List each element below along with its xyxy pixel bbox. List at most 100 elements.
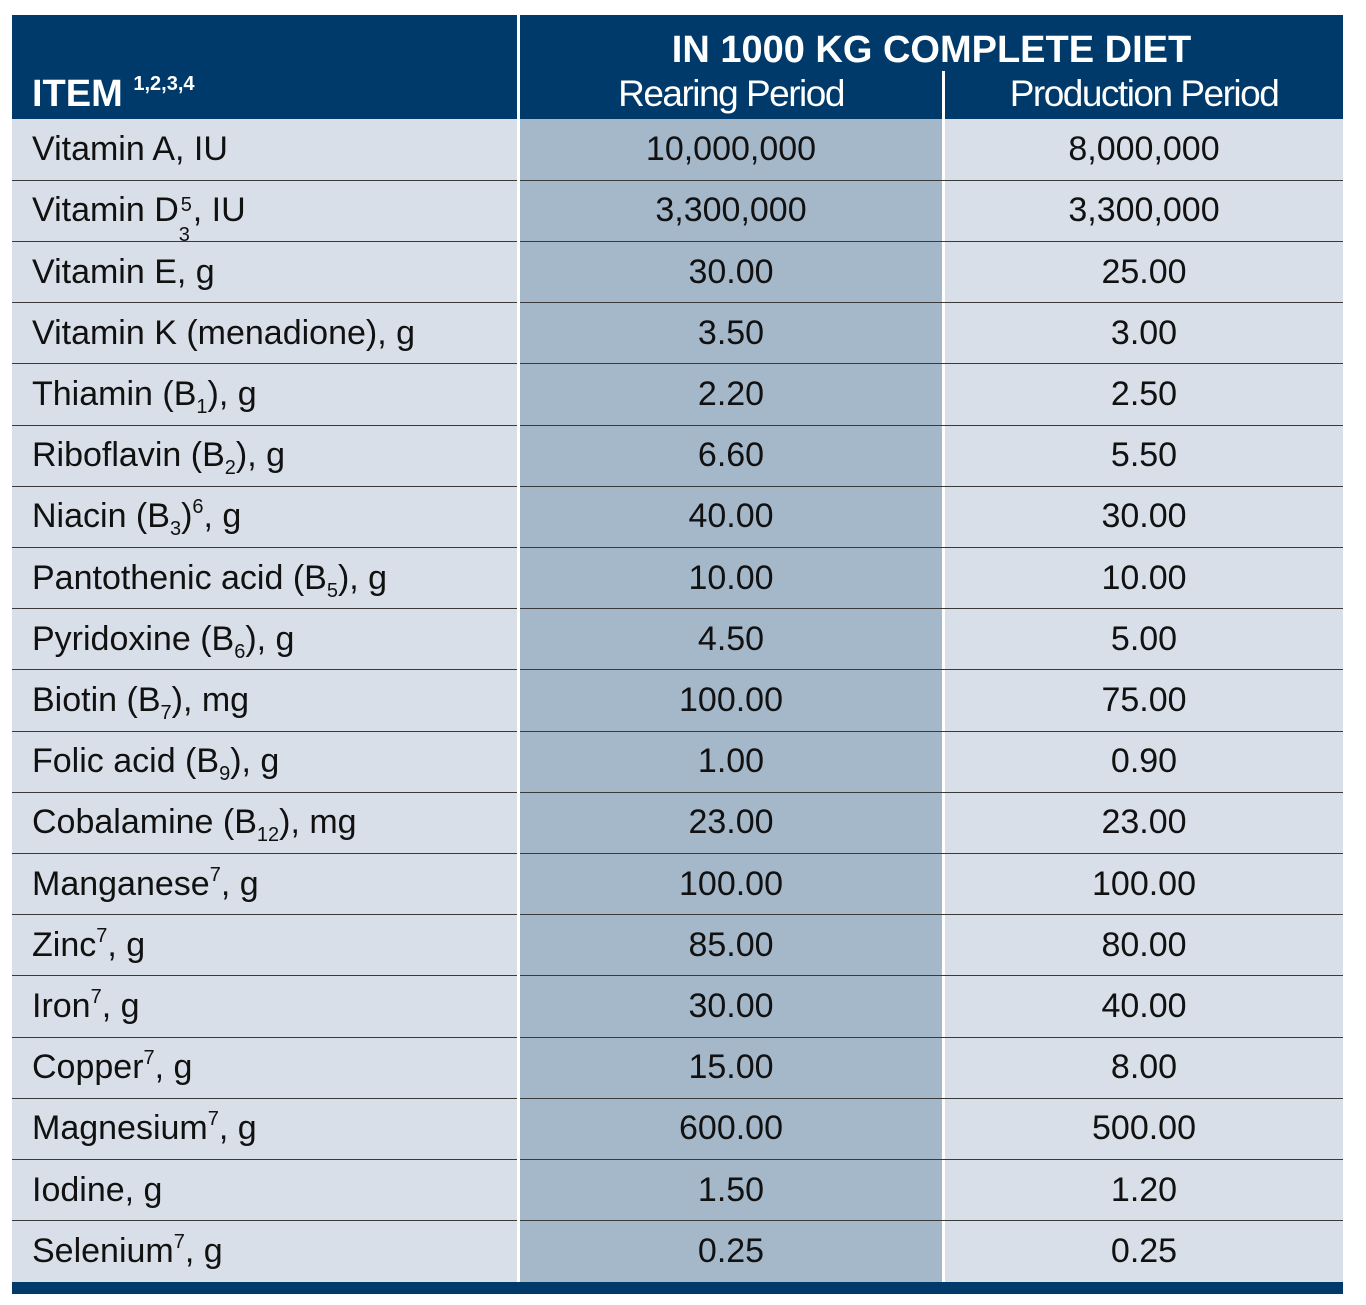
row-line <box>12 485 1343 487</box>
text: Biotin (B <box>32 680 161 719</box>
superscript: 6 <box>192 496 204 519</box>
value-cell: 8.00 <box>945 1037 1343 1099</box>
text: ) <box>181 497 193 536</box>
text: , g <box>203 497 242 536</box>
item-cell: Thiamin (B1), g <box>12 363 517 426</box>
row-line <box>12 302 1343 304</box>
column-header: Production Period <box>1009 73 1280 114</box>
value-cell: 500.00 <box>945 1098 1343 1160</box>
text: Riboflavin (B <box>32 436 225 475</box>
text: , g <box>101 987 140 1026</box>
item-cell: Vitamin A, IU <box>12 119 517 181</box>
item-label: Biotin (B7), mg <box>32 680 250 723</box>
text: , g <box>184 1231 223 1270</box>
superscript: 7 <box>173 1230 185 1253</box>
row-line <box>12 914 1343 916</box>
text: ), mg <box>171 680 250 719</box>
column-header: Rearing Period <box>618 73 845 114</box>
header-divider <box>942 71 945 119</box>
item-cell: Niacin (B3)6, g <box>12 486 517 548</box>
text: Folic acid (B <box>32 742 220 781</box>
text: Pyridoxine (B <box>32 619 235 658</box>
item-cell: Cobalamine (B12), mg <box>12 792 517 854</box>
value-cell: 8,000,000 <box>945 119 1343 181</box>
row-line <box>12 791 1343 793</box>
text: , g <box>218 1109 257 1148</box>
value-cell: 80.00 <box>945 914 1343 976</box>
item-label: Vitamin E, g <box>32 253 215 292</box>
item-label: Cobalamine (B12), mg <box>32 803 357 845</box>
text: ), mg <box>279 803 357 842</box>
text: Iron <box>32 987 91 1026</box>
item-label: Copper7, g <box>32 1048 192 1087</box>
value-cell: 85.00 <box>520 914 942 976</box>
item-cell: Selenium7, g <box>12 1220 517 1282</box>
item-label: Vitamin K (menadione), g <box>32 314 415 353</box>
text: ), g <box>337 558 388 597</box>
row-line <box>12 179 1343 181</box>
text: ), g <box>207 374 257 413</box>
value-cell: 3,300,000 <box>945 180 1343 242</box>
item-label: Zinc7, g <box>32 926 145 965</box>
table-header: ITEM 1,2,3,4 IN 1000 KG COMPLETE DIET Re… <box>12 15 1343 119</box>
row-line <box>12 730 1343 732</box>
text: ), g <box>230 742 280 781</box>
value-cell: 3,300,000 <box>520 180 942 242</box>
value-cell: 1.20 <box>945 1159 1343 1221</box>
text: Pantothenic acid (B <box>32 558 327 597</box>
item-label: Niacin (B3)6, g <box>32 496 242 539</box>
row-line <box>12 1097 1343 1099</box>
item-cell: Biotin (B7), mg <box>12 669 517 732</box>
item-label: Riboflavin (B2), g <box>32 436 285 478</box>
item-cell: Folic acid (B9), g <box>12 731 517 793</box>
subscript: 2 <box>224 457 236 480</box>
value-cell: 10.00 <box>945 547 1343 609</box>
value-cell: 100.00 <box>520 853 942 915</box>
value-cell: 6.60 <box>520 425 942 487</box>
text: Niacin (B <box>32 497 170 536</box>
value-cell: 23.00 <box>520 792 942 854</box>
item-header: ITEM 1,2,3,4 <box>32 73 195 116</box>
value-cell: 100.00 <box>945 853 1343 915</box>
value-cell: 5.00 <box>945 608 1343 670</box>
value-cell: 0.25 <box>945 1220 1343 1282</box>
value-cell: 3.00 <box>945 302 1343 364</box>
value-cell: 1.00 <box>520 731 942 793</box>
row-line <box>12 546 1343 548</box>
text: , IU <box>192 191 246 230</box>
text: ), g <box>235 436 285 475</box>
row-line <box>12 1036 1343 1038</box>
item-label: Pyridoxine (B6), g <box>32 619 295 662</box>
item-cell: Manganese7, g <box>12 853 517 915</box>
value-cell: 4.50 <box>520 608 942 670</box>
text: ), g <box>245 619 295 658</box>
value-cell: 40.00 <box>520 486 942 548</box>
row-line <box>12 975 1343 977</box>
item-label: Folic acid (B9), g <box>32 742 280 784</box>
value-cell: 2.20 <box>520 363 942 426</box>
superscript: 7 <box>90 986 102 1009</box>
subscript: 12 <box>256 824 280 847</box>
item-cell: Iodine, g <box>12 1159 517 1221</box>
text: Zinc <box>32 925 97 964</box>
column-divider <box>517 15 520 1282</box>
superscript: 7 <box>143 1047 155 1070</box>
item-cell: Magnesium7, g <box>12 1098 517 1160</box>
text: Cobalamine (B <box>32 803 257 842</box>
group-header: IN 1000 KG COMPLETE DIET <box>671 29 1192 71</box>
value-cell: 30.00 <box>520 975 942 1038</box>
text: Magnesium <box>32 1109 208 1148</box>
value-cell: 5.50 <box>945 425 1343 487</box>
superscript: 5 <box>180 194 192 217</box>
subscript: 3 <box>178 224 190 247</box>
row-line <box>12 1220 1343 1222</box>
value-cell: 10.00 <box>520 547 942 609</box>
row-line <box>12 363 1343 365</box>
value-cell: 75.00 <box>945 669 1343 732</box>
text: Thiamin (B <box>32 374 197 413</box>
value-cell: 100.00 <box>520 669 942 732</box>
text: Vitamin K (menadione), g <box>32 313 416 352</box>
row-line <box>12 608 1343 610</box>
subscript: 6 <box>234 640 246 663</box>
